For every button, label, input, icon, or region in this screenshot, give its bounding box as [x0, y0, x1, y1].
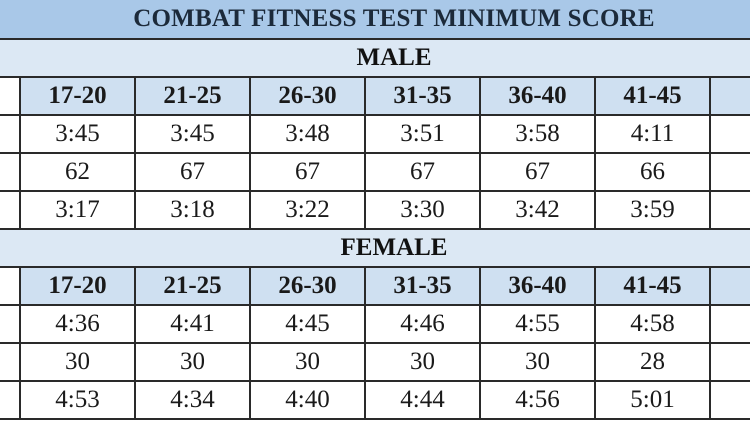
score-cell: 4:34	[134, 380, 251, 420]
age-group-header: 21-25	[134, 266, 251, 306]
score-cell: 30	[479, 342, 596, 382]
table-row: 4:534:344:404:444:565:015	[0, 380, 750, 420]
score-cell: 3:51	[364, 114, 481, 154]
age-group-header: 31-35	[364, 266, 481, 306]
score-cell: 30	[249, 342, 366, 382]
section-header-row: MALE	[0, 38, 750, 78]
table-row: 3:173:183:223:303:423:594	[0, 190, 750, 230]
age-group-header: 21-25	[134, 76, 251, 116]
score-cell: 4:44	[364, 380, 481, 420]
score-cell: 4:41	[134, 304, 251, 344]
age-group-header: 36-40	[479, 266, 596, 306]
age-group-header: 36-40	[479, 76, 596, 116]
score-cell: 62	[19, 152, 136, 192]
row-label-cell	[0, 76, 21, 116]
section-title: FEMALE	[0, 228, 750, 268]
score-cell: 4:46	[364, 304, 481, 344]
score-cell: 5	[708, 304, 750, 344]
row-label-cell	[0, 152, 21, 192]
score-cell: 67	[479, 152, 596, 192]
score-cell: 3:42	[479, 190, 596, 230]
score-cell: 30	[19, 342, 136, 382]
score-cell: 66	[594, 152, 711, 192]
score-cell: 5	[708, 380, 750, 420]
score-cell: 4	[708, 114, 750, 154]
row-label-cell	[0, 304, 21, 344]
score-cell: 3:45	[134, 114, 251, 154]
score-cell: 30	[134, 342, 251, 382]
score-cell: 67	[134, 152, 251, 192]
age-group-header: 46	[708, 76, 750, 116]
age-group-header: 46	[708, 266, 750, 306]
table-row: 3030303030282	[0, 342, 750, 382]
score-cell: 67	[249, 152, 366, 192]
score-cell: 3:48	[249, 114, 366, 154]
age-group-header: 41-45	[594, 266, 711, 306]
score-cell: 67	[364, 152, 481, 192]
score-cell: 4	[708, 190, 750, 230]
score-cell: 3:18	[134, 190, 251, 230]
age-group-header: 31-35	[364, 76, 481, 116]
score-cell: 4:53	[19, 380, 136, 420]
table-title: COMBAT FITNESS TEST MINIMUM SCORE	[0, 0, 750, 40]
row-label-cell	[0, 380, 21, 420]
row-label-cell	[0, 190, 21, 230]
score-cell: 2	[708, 342, 750, 382]
row-label-cell	[0, 266, 21, 306]
score-cell: 28	[594, 342, 711, 382]
age-group-header: 41-45	[594, 76, 711, 116]
age-group-header: 17-20	[19, 266, 136, 306]
title-row: COMBAT FITNESS TEST MINIMUM SCORE	[0, 0, 750, 40]
score-cell: 4:36	[19, 304, 136, 344]
score-cell: 3:58	[479, 114, 596, 154]
score-cell: 3:59	[594, 190, 711, 230]
score-cell: 3:17	[19, 190, 136, 230]
row-label-cell	[0, 114, 21, 154]
score-cell: 4:11	[594, 114, 711, 154]
age-group-header: 26-30	[249, 266, 366, 306]
score-cell: 4:56	[479, 380, 596, 420]
score-cell: 3:30	[364, 190, 481, 230]
score-cell: 4:58	[594, 304, 711, 344]
age-group-header: 26-30	[249, 76, 366, 116]
score-cell: 4:40	[249, 380, 366, 420]
table-row: 4:364:414:454:464:554:585	[0, 304, 750, 344]
score-cell: 4:45	[249, 304, 366, 344]
score-table: COMBAT FITNESS TEST MINIMUM SCORE MALE 17…	[0, 0, 750, 420]
score-cell: 4:55	[479, 304, 596, 344]
score-cell: 30	[364, 342, 481, 382]
age-group-header: 17-20	[19, 76, 136, 116]
score-cell: 3:45	[19, 114, 136, 154]
table-row: 3:453:453:483:513:584:114	[0, 114, 750, 154]
score-cell: 3:22	[249, 190, 366, 230]
score-cell: 5:01	[594, 380, 711, 420]
table-row: 6267676767666	[0, 152, 750, 192]
section-header-row: FEMALE	[0, 228, 750, 268]
section-title: MALE	[0, 38, 750, 78]
row-label-cell	[0, 342, 21, 382]
score-cell: 6	[708, 152, 750, 192]
